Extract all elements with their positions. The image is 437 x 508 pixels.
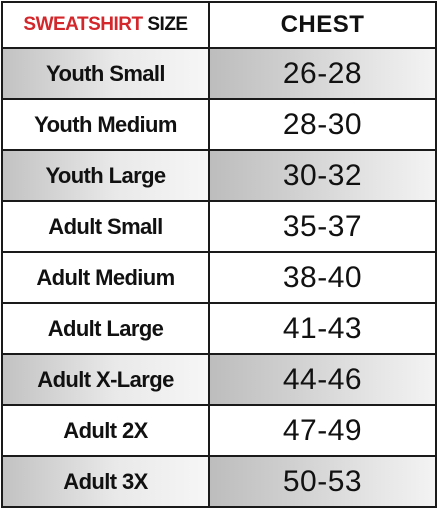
size-label: Adult X-Large <box>37 366 174 392</box>
table-row: Adult X-Large 44-46 <box>1 353 437 406</box>
chest-cell: 30-32 <box>208 149 437 202</box>
size-label: Adult 2X <box>63 417 148 443</box>
size-cell: Adult Large <box>1 302 210 355</box>
table-row: Youth Medium 28-30 <box>1 98 437 151</box>
size-cell: Youth Large <box>1 149 210 202</box>
size-cell: Youth Small <box>1 47 210 100</box>
table-row: Adult Large 41-43 <box>1 302 437 355</box>
size-column-header: SWEATSHIRT SIZE <box>1 1 210 49</box>
size-label: Youth Small <box>46 60 165 86</box>
size-label: Adult Small <box>48 213 163 239</box>
chest-cell: 38-40 <box>208 251 437 304</box>
chest-cell: 28-30 <box>208 98 437 151</box>
chest-cell: 41-43 <box>208 302 437 355</box>
table-row: Adult 3X 50-53 <box>1 455 437 508</box>
size-header-plain: SIZE <box>142 14 188 35</box>
size-cell: Adult 3X <box>1 455 210 508</box>
size-label: Youth Large <box>45 162 166 188</box>
size-label: Adult Large <box>47 315 164 341</box>
size-rows: Youth Small 26-28 Youth Medium 28-30 You… <box>1 47 437 508</box>
size-label: Adult 3X <box>63 468 148 494</box>
chest-cell: 47-49 <box>208 404 437 457</box>
table-row: Youth Small 26-28 <box>1 47 437 100</box>
chest-cell: 44-46 <box>208 353 437 406</box>
size-header-accent: SWEATSHIRT <box>23 14 143 35</box>
size-cell: Adult X-Large <box>1 353 210 406</box>
size-cell: Youth Medium <box>1 98 210 151</box>
table-row: Adult Medium 38-40 <box>1 251 437 304</box>
chest-column-header: CHEST <box>208 1 437 49</box>
size-cell: Adult 2X <box>1 404 210 457</box>
table-row: Adult Small 35-37 <box>1 200 437 253</box>
size-cell: Adult Medium <box>1 251 210 304</box>
chest-cell: 35-37 <box>208 200 437 253</box>
chest-cell: 50-53 <box>208 455 437 508</box>
chest-cell: 26-28 <box>208 47 437 100</box>
table-row: Adult 2X 47-49 <box>1 404 437 457</box>
table-row: Youth Large 30-32 <box>1 149 437 202</box>
size-label: Adult Medium <box>36 264 175 290</box>
header-row: SWEATSHIRT SIZE CHEST <box>1 1 437 49</box>
size-cell: Adult Small <box>1 200 210 253</box>
size-label: Youth Medium <box>34 111 177 137</box>
